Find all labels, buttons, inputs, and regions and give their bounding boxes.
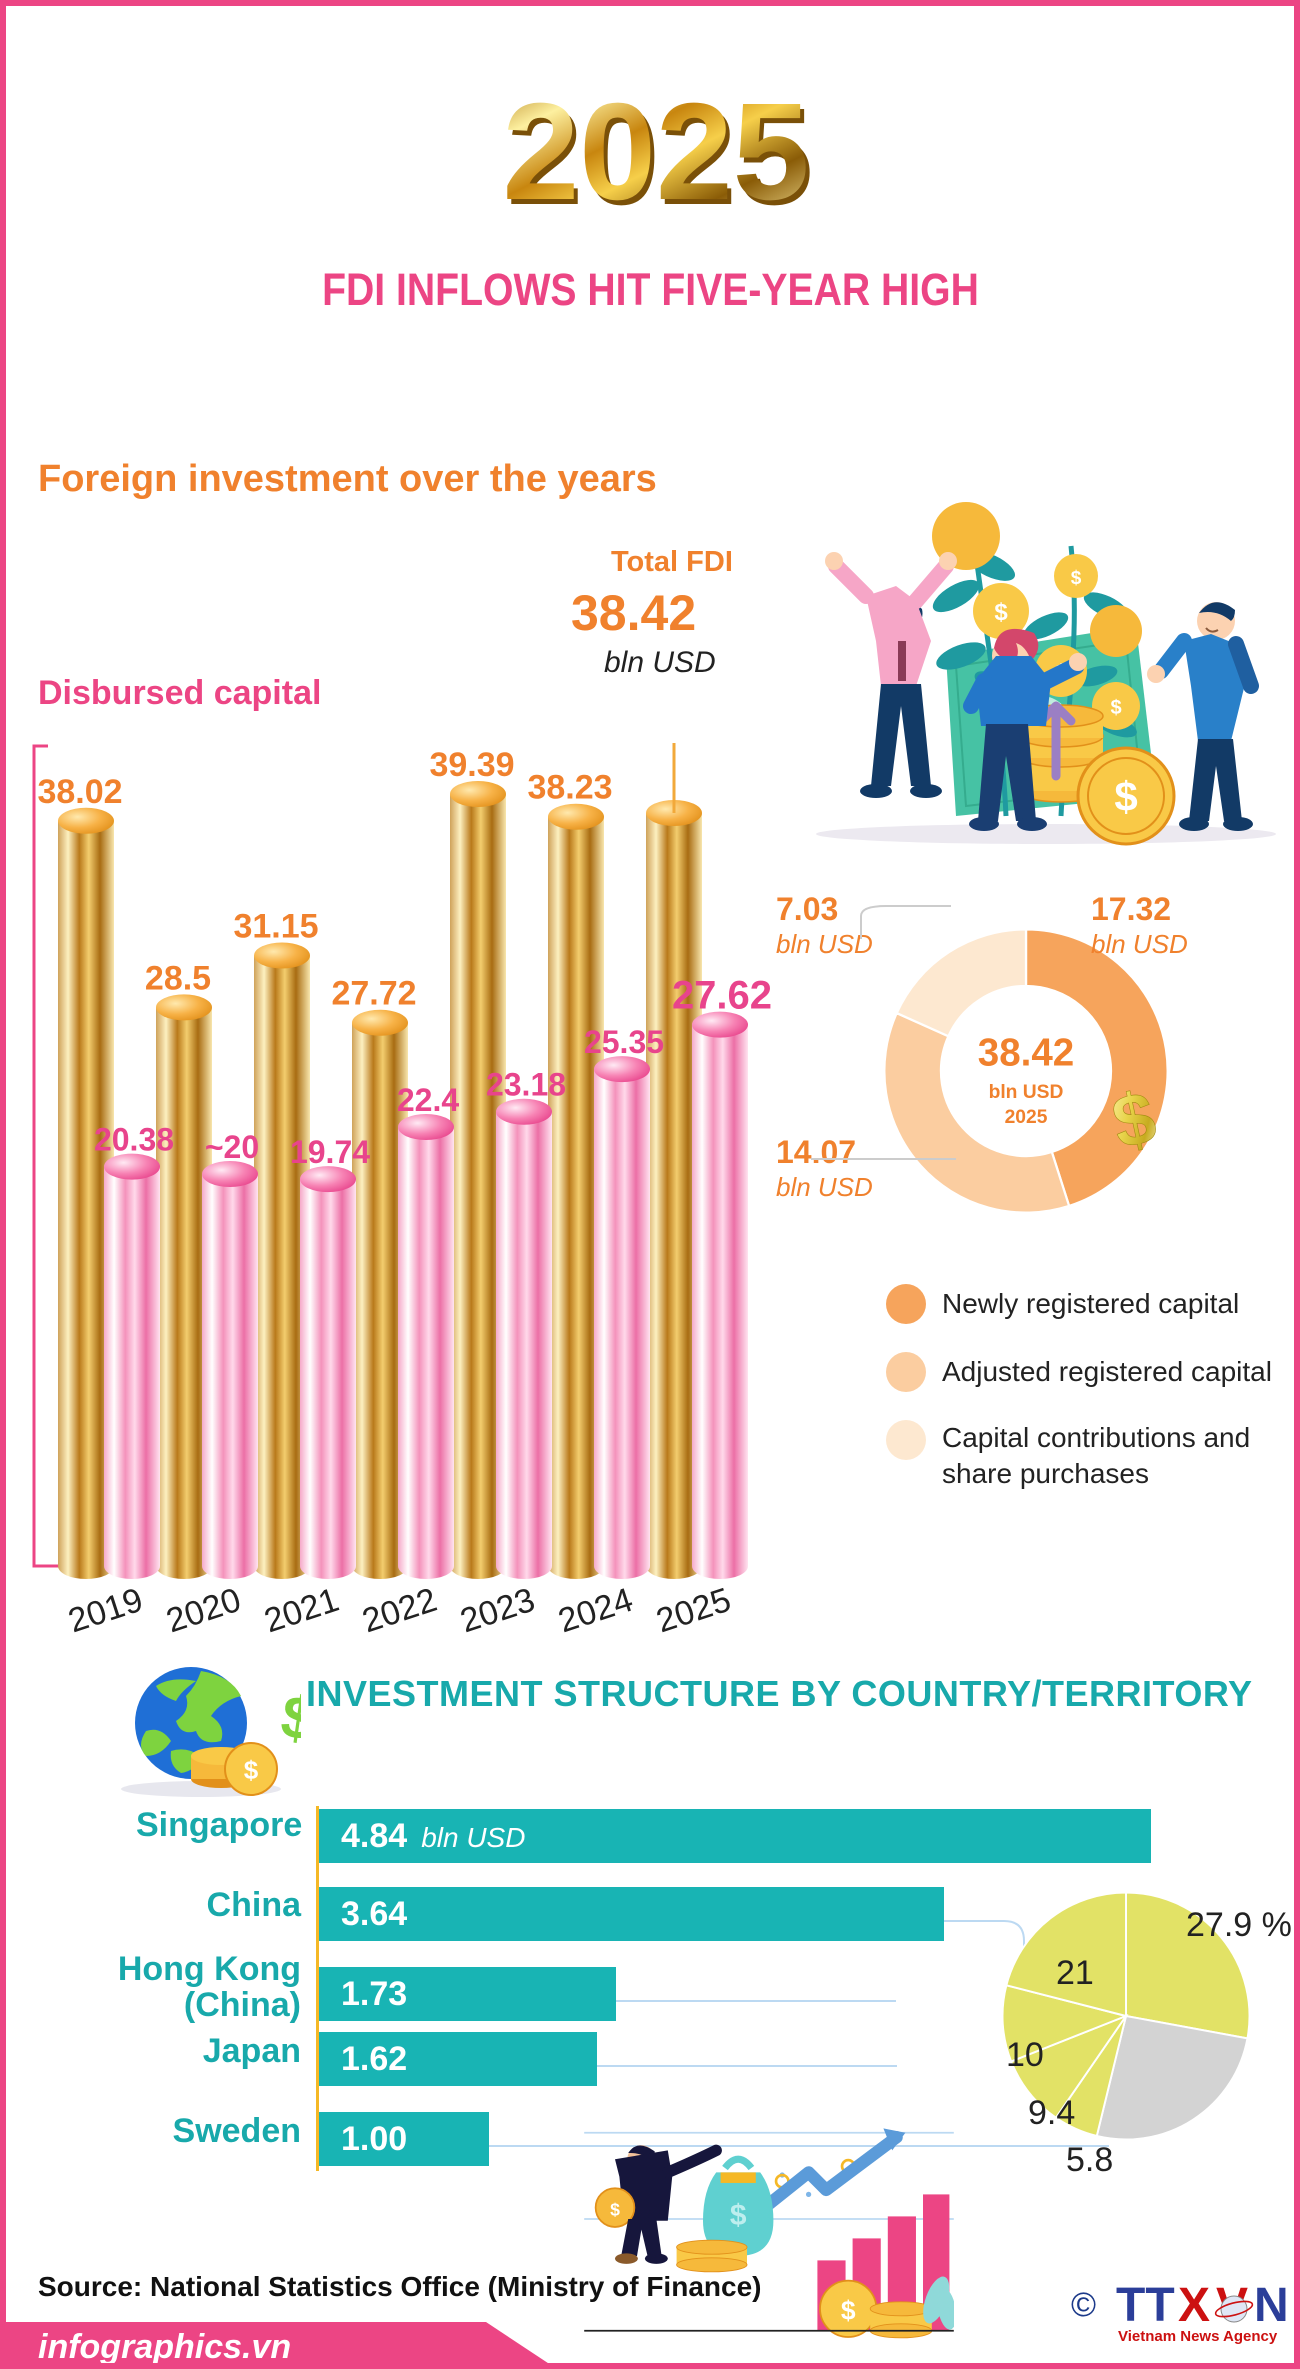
svg-text:23.18: 23.18 xyxy=(486,1067,566,1103)
svg-text:$: $ xyxy=(1110,697,1121,719)
svg-text:$: $ xyxy=(277,1683,301,1754)
svg-text:22.4: 22.4 xyxy=(397,1082,459,1118)
svg-text:2023: 2023 xyxy=(456,1581,540,1641)
svg-text:2022: 2022 xyxy=(358,1581,442,1641)
svg-text:2020: 2020 xyxy=(162,1581,246,1641)
svg-text:$: $ xyxy=(730,2199,747,2232)
svg-text:31.15: 31.15 xyxy=(233,908,318,946)
svg-text:$: $ xyxy=(244,1755,259,1785)
svg-text:2025: 2025 xyxy=(652,1581,736,1641)
svg-text:2021: 2021 xyxy=(260,1581,344,1641)
svg-text:39.39: 39.39 xyxy=(429,746,514,784)
svg-text:25.35: 25.35 xyxy=(584,1024,664,1060)
svg-text:$: $ xyxy=(841,2295,856,2325)
svg-text:$: $ xyxy=(610,2200,620,2220)
svg-text:2024: 2024 xyxy=(554,1581,638,1641)
svg-text:38.02: 38.02 xyxy=(37,773,122,811)
svg-text:20.38: 20.38 xyxy=(94,1122,174,1158)
svg-text:~20: ~20 xyxy=(205,1129,259,1165)
svg-text:28.5: 28.5 xyxy=(145,959,211,997)
svg-text:2019: 2019 xyxy=(64,1581,148,1641)
svg-text:19.74: 19.74 xyxy=(290,1134,370,1170)
svg-text:$: $ xyxy=(1114,773,1137,820)
svg-text:$: $ xyxy=(1071,568,1082,589)
svg-text:27.72: 27.72 xyxy=(331,975,416,1013)
svg-text:$: $ xyxy=(994,599,1008,626)
svg-text:27.62: 27.62 xyxy=(672,974,772,1018)
svg-text:2025: 2025 xyxy=(503,75,810,229)
svg-text:38.23: 38.23 xyxy=(527,769,612,807)
